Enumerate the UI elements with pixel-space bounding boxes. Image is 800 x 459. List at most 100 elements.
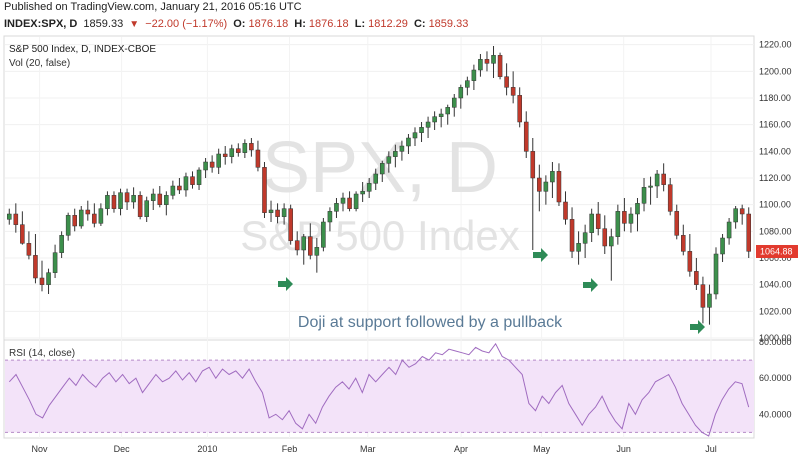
candle-body	[451, 97, 457, 108]
open-label: O:	[233, 18, 246, 30]
candles	[6, 46, 752, 325]
candle-body	[465, 80, 470, 88]
candle-body	[98, 208, 104, 224]
candle-body	[726, 221, 732, 239]
candle-body	[497, 55, 503, 77]
price-tick-label: 1180.00	[759, 93, 791, 103]
rsi-tick-label: 40.0000	[759, 409, 792, 419]
candle-body	[340, 197, 346, 204]
candle-body	[268, 209, 274, 213]
candle-body	[327, 211, 333, 223]
candle-body	[6, 213, 12, 220]
candle-body	[661, 173, 666, 185]
candle-body	[491, 55, 496, 64]
candle-body	[275, 209, 280, 217]
close-value: 1859.33	[428, 18, 469, 30]
candle-body	[471, 69, 477, 81]
low-value: 1812.29	[368, 18, 408, 30]
candle-body	[609, 236, 614, 247]
candle-body	[530, 151, 536, 179]
candle-body	[733, 208, 738, 223]
candle-body	[281, 208, 287, 217]
candle-body	[419, 127, 424, 133]
candle-body	[301, 236, 307, 251]
candle-body	[39, 277, 45, 285]
candle-body	[347, 197, 352, 209]
candle-body	[504, 76, 509, 88]
candle-body	[262, 167, 267, 213]
candle-body	[190, 176, 195, 185]
symbol-label: INDEX:SPX, D	[4, 18, 78, 30]
chart-legend-title: S&P 500 Index, D, INDEX-CBOE	[9, 44, 156, 55]
candle-body	[13, 213, 19, 225]
price-tick-label: 1220.00	[759, 40, 792, 50]
candle-body	[576, 243, 581, 252]
candle-body	[321, 221, 326, 248]
time-tick-label: Jul	[705, 444, 717, 454]
candle-body	[314, 247, 320, 256]
high-value: 1876.18	[308, 18, 349, 30]
candle-body	[615, 211, 621, 237]
time-tick-label: Feb	[282, 444, 298, 454]
time-tick-label: Dec	[114, 444, 131, 454]
candle-body	[445, 107, 450, 115]
candle-body	[65, 215, 71, 236]
candle-body	[177, 185, 182, 191]
candle-body	[635, 203, 640, 215]
candle-body	[170, 185, 176, 196]
rsi-axis: 80.0000 60.0000 40.0000	[759, 337, 792, 419]
candle-body	[595, 213, 601, 229]
right-arrow-icon	[583, 278, 598, 292]
time-tick-label: 2010	[197, 444, 217, 454]
price-tick-label: 1100.00	[759, 200, 791, 210]
candle-body	[78, 209, 84, 227]
high-label: H:	[294, 18, 306, 30]
candle-body	[687, 251, 693, 272]
candle-body	[216, 153, 221, 168]
candle-body	[111, 195, 117, 209]
close-label: C:	[413, 18, 426, 30]
candle-body	[393, 151, 398, 157]
candle-body	[85, 209, 91, 215]
rsi-line	[8, 342, 750, 437]
candle-body	[242, 143, 248, 153]
price-tick-label: 1000.00	[759, 333, 792, 343]
candle-body	[209, 161, 215, 168]
symbol-quote-bar: INDEX:SPX, D 1859.33 ▼ −22.00 (−1.17%) O…	[0, 16, 800, 32]
rsi-band	[5, 360, 754, 433]
candle-body	[654, 173, 660, 187]
candle-body	[52, 252, 58, 273]
candle-body	[334, 203, 339, 212]
candle-body	[131, 195, 136, 203]
candle-body	[33, 255, 38, 279]
candle-body	[196, 169, 202, 185]
watermark-name: S&P 500 Index	[240, 212, 519, 259]
candle-body	[681, 235, 686, 252]
candle-body	[399, 145, 405, 152]
published-banner: Published on TradingView.com, January 21…	[4, 1, 302, 13]
candle-body	[582, 232, 588, 244]
candle-body	[222, 153, 228, 157]
candle-body	[379, 163, 385, 175]
candle-body	[144, 200, 149, 217]
vol-legend: Vol (20, false)	[9, 58, 70, 69]
candle-body	[366, 183, 372, 192]
candle-body	[124, 192, 130, 203]
right-arrow-icon	[278, 277, 293, 291]
candle-body	[432, 116, 437, 123]
candle-body	[203, 161, 208, 171]
candle-body	[484, 59, 490, 64]
price-tick-label: 1080.00	[759, 226, 792, 236]
candle-body	[739, 208, 745, 215]
candle-body	[556, 171, 562, 203]
time-axis: Nov Dec 2010 Feb Mar Apr May Jun Jul	[32, 444, 717, 454]
last-price-tag: 1064.88	[756, 244, 798, 258]
candle-body	[746, 213, 752, 252]
price-tick-label: 1200.00	[759, 66, 792, 76]
candle-body	[602, 228, 608, 247]
svg-text:1064.88: 1064.88	[760, 246, 793, 256]
candle-body	[386, 156, 392, 164]
candle-body	[46, 272, 51, 285]
down-triangle-icon: ▼	[129, 19, 140, 30]
